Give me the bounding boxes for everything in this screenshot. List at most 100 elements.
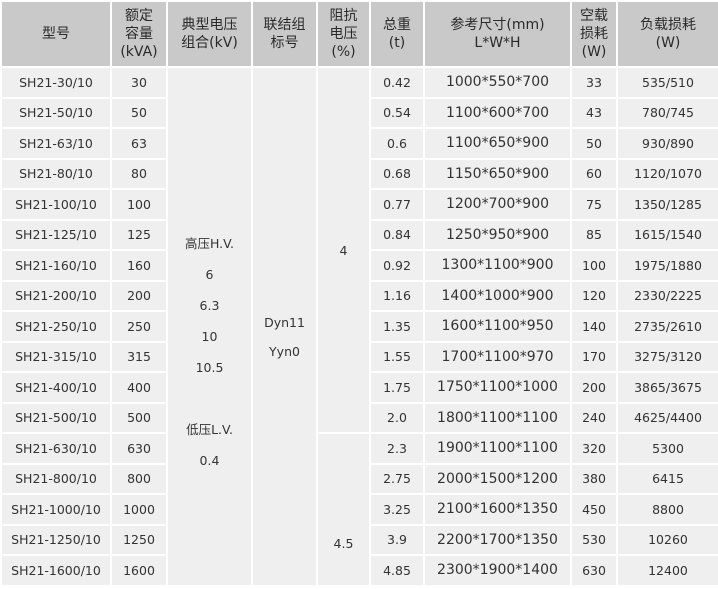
dimensions-cell: 1250*950*900: [423, 218, 572, 251]
weight-cell: 0.42: [369, 66, 425, 99]
capacity-cell: 1000: [110, 493, 168, 526]
table-row: SH21-100/10 100 0.77 1200*700*900 75 1350/128…: [0, 188, 718, 221]
column-header: 总重 (t): [369, 0, 425, 68]
voltage-line: 高压H.V.: [184, 236, 235, 251]
load-loss-cell: 8800: [616, 493, 718, 526]
weight-cell: 0.77: [369, 188, 425, 221]
dimensions-cell: 1000*550*700: [423, 66, 572, 99]
model-cell: SH21-200/10: [0, 279, 112, 312]
no-load-loss-cell: 100: [570, 249, 618, 282]
weight-cell: 0.54: [369, 96, 425, 129]
voltage-combination-cell: 高压H.V. 6 6.3 10 10.5 低压L.V. 0.4: [166, 66, 253, 587]
model-cell: SH21-63/10: [0, 127, 112, 160]
header-line: 组合(kV): [181, 35, 238, 51]
header-line: 总重: [383, 17, 411, 33]
table-row: SH21-630/10 630 4.5 2.3 1900*1100*1100 320 530…: [0, 432, 718, 587]
voltage-line: 10.5: [195, 360, 224, 375]
weight-cell: 0.92: [369, 249, 425, 282]
table-row: SH21-30/10 30 高压H.V. 6 6.3 10 10.5 低压L.V. 0.4 Dyn…: [0, 66, 718, 587]
model-cell: SH21-125/10: [0, 218, 112, 251]
connection-line: Yyn0: [269, 344, 300, 359]
capacity-cell: 63: [110, 127, 168, 160]
load-loss-cell: 3865/3675: [616, 371, 718, 404]
weight-cell: 1.55: [369, 340, 425, 373]
voltage-line: 6.3: [199, 298, 220, 313]
load-loss-cell: 2330/2225: [616, 279, 718, 312]
header-line: (W): [581, 44, 607, 60]
dimensions-cell: 2200*1700*1350: [423, 523, 572, 556]
header-line: 容量: [125, 26, 153, 42]
voltage-line: 10: [201, 329, 218, 344]
table-row: SH21-80/10 80 0.68 1150*650*900 60 1120/1070: [0, 157, 718, 190]
table-row: SH21-800/10 800 2.75 2000*1500*1200 380 6415: [0, 462, 718, 495]
capacity-cell: 160: [110, 249, 168, 282]
dimensions-cell: 1100*650*900: [423, 127, 572, 160]
weight-cell: 2.75: [369, 462, 425, 495]
column-header: 额定 容量 (kVA): [110, 0, 168, 68]
model-cell: SH21-100/10: [0, 188, 112, 221]
capacity-cell: 250: [110, 310, 168, 343]
header-line: 负载损耗: [640, 17, 696, 33]
no-load-loss-cell: 170: [570, 340, 618, 373]
load-loss-cell: 2735/2610: [616, 310, 718, 343]
dimensions-cell: 1300*1100*900: [423, 249, 572, 282]
no-load-loss-cell: 120: [570, 279, 618, 312]
model-cell: SH21-80/10: [0, 157, 112, 190]
header-line: 典型电压: [181, 17, 238, 33]
capacity-cell: 200: [110, 279, 168, 312]
table-row: SH21-160/10 160 0.92 1300*1100*900 100 1975/1…: [0, 249, 718, 282]
dimensions-cell: 2100*1600*1350: [423, 493, 572, 526]
no-load-loss-cell: 60: [570, 157, 618, 190]
load-loss-cell: 780/745: [616, 96, 718, 129]
dimensions-cell: 1400*1000*900: [423, 279, 572, 312]
table-row: SH21-1250/10 1250 3.9 2200*1700*1350 530 1026…: [0, 523, 718, 556]
load-loss-cell: 1975/1880: [616, 249, 718, 282]
no-load-loss-cell: 140: [570, 310, 618, 343]
capacity-cell: 630: [110, 432, 168, 465]
dimensions-cell: 1750*1100*1000: [423, 371, 572, 404]
no-load-loss-cell: 33: [570, 66, 618, 99]
column-header: 空载损耗 (W): [570, 0, 618, 68]
no-load-loss-cell: 380: [570, 462, 618, 495]
header-row: 型号 额定 容量 (kVA) 典型电压 组合(kV) 联结组 标号 阻抗 电压 (%) 总重 (t) 参考…: [0, 0, 718, 68]
weight-cell: 1.75: [369, 371, 425, 404]
weight-cell: 4.85: [369, 554, 425, 587]
header-line: 损耗: [580, 26, 608, 42]
table-row: SH21-50/10 50 0.54 1100*600*700 43 780/745: [0, 96, 718, 129]
model-cell: SH21-500/10: [0, 401, 112, 434]
weight-cell: 2.0: [369, 401, 425, 434]
voltage-line: 0.4: [199, 453, 220, 468]
model-cell: SH21-1250/10: [0, 523, 112, 556]
table-row: SH21-1600/10 1600 4.85 2300*1900*1400 630 124…: [0, 554, 718, 587]
load-loss-cell: 5300: [616, 432, 718, 465]
column-header: 负载损耗 (W): [616, 0, 718, 68]
table-row: SH21-500/10 500 2.0 1800*1100*1100 240 4625/4…: [0, 401, 718, 434]
model-cell: SH21-315/10: [0, 340, 112, 373]
header-line: 标号: [270, 35, 299, 51]
capacity-cell: 800: [110, 462, 168, 495]
model-cell: SH21-1000/10: [0, 493, 112, 526]
no-load-loss-cell: 320: [570, 432, 618, 465]
model-cell: SH21-30/10: [0, 66, 112, 99]
header-line: 电压: [329, 26, 358, 42]
dimensions-cell: 2300*1900*1400: [423, 554, 572, 587]
dimensions-cell: 1200*700*900: [423, 188, 572, 221]
header-line: 空载: [580, 8, 608, 24]
capacity-cell: 125: [110, 218, 168, 251]
load-loss-cell: 4625/4400: [616, 401, 718, 434]
no-load-loss-cell: 200: [570, 371, 618, 404]
load-loss-cell: 1120/1070: [616, 157, 718, 190]
load-loss-cell: 12400: [616, 554, 718, 587]
weight-cell: 0.6: [369, 127, 425, 160]
capacity-cell: 50: [110, 96, 168, 129]
weight-cell: 0.68: [369, 157, 425, 190]
table-row: SH21-125/10 125 0.84 1250*950*900 85 1615/154…: [0, 218, 718, 251]
header-line: (kVA): [120, 44, 158, 60]
capacity-cell: 500: [110, 401, 168, 434]
impedance-cell: 4: [316, 66, 371, 434]
header-line: 阻抗: [329, 8, 358, 24]
header-line: L*W*H: [474, 35, 521, 51]
load-loss-cell: 6415: [616, 462, 718, 495]
column-header: 参考尺寸(mm) L*W*H: [423, 0, 572, 68]
weight-cell: 0.84: [369, 218, 425, 251]
